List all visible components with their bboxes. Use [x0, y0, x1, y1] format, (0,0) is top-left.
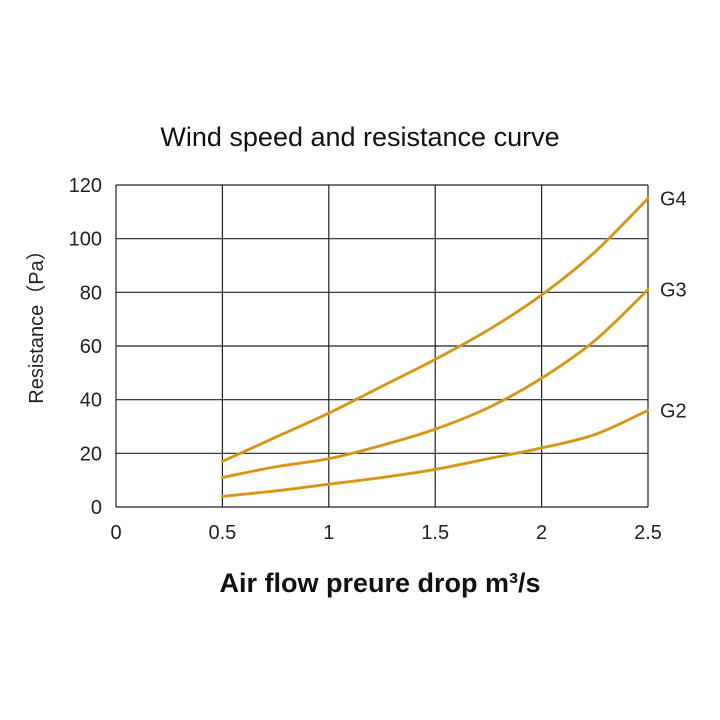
- y-tick-label-4: 80: [80, 282, 102, 304]
- x-tick-label-1: 0.5: [208, 522, 236, 544]
- x-tick-label-0: 0: [110, 522, 121, 544]
- series-label-g4: G4: [660, 188, 687, 210]
- series-line-shade-g3: [222, 289, 649, 478]
- series-line-shade-g4: [222, 198, 649, 462]
- y-tick-label-5: 100: [69, 229, 102, 251]
- x-tick-label-2: 1: [323, 522, 334, 544]
- x-tick-label-3: 1.5: [421, 522, 449, 544]
- grid: [115, 184, 649, 508]
- series-labels: G4 G3 G2: [660, 188, 687, 422]
- y-tick-label-1: 20: [80, 443, 102, 465]
- y-axis-label: Resistance（Pa）: [25, 240, 48, 403]
- x-axis-label: Air flow preure drop m³/s: [219, 568, 541, 598]
- x-tick-label-4: 2: [536, 522, 547, 544]
- y-tick-label-6: 120: [69, 175, 102, 197]
- chart-title: Wind speed and resistance curve: [160, 122, 560, 152]
- series-label-g3: G3: [660, 280, 687, 302]
- x-tick-label-5: 2.5: [634, 522, 662, 544]
- series-line-shade-g2: [222, 410, 649, 497]
- y-tick-label-3: 60: [80, 336, 102, 358]
- tick-labels: 0 0.5 1 1.5 2 2.5 0 20 40 60 80 100 120: [69, 175, 662, 544]
- series-label-g2: G2: [660, 400, 687, 422]
- y-tick-label-2: 40: [80, 390, 102, 412]
- y-tick-label-0: 0: [91, 497, 102, 519]
- series-lines: [220, 196, 650, 498]
